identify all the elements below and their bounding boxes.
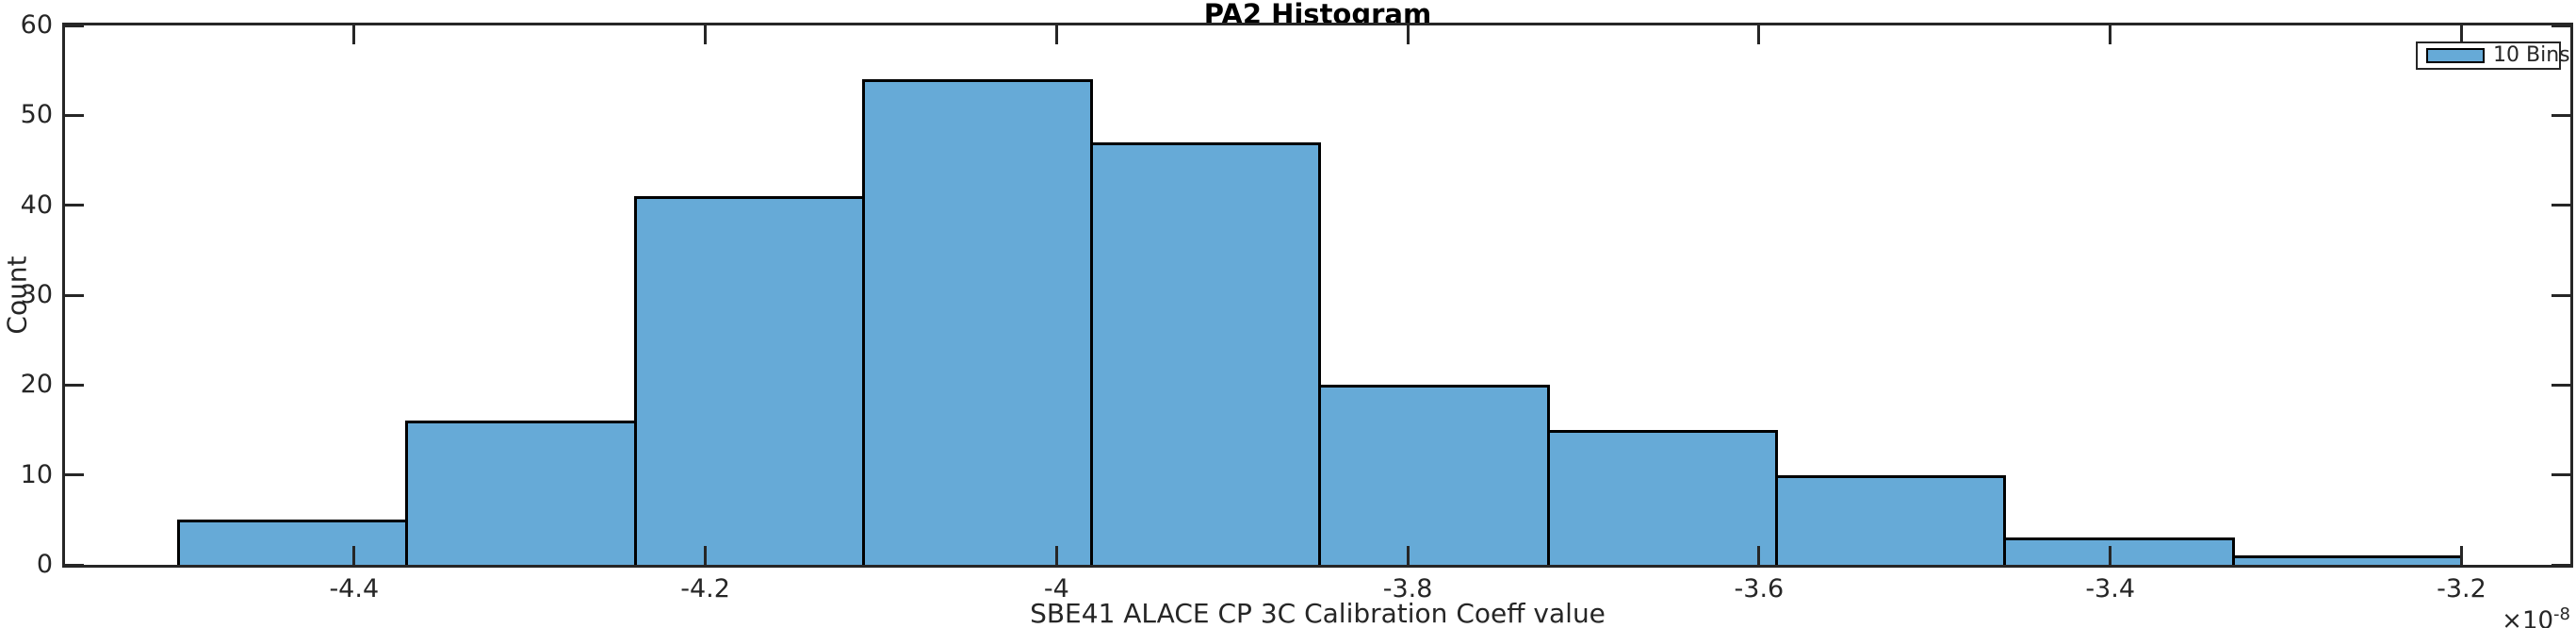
axis-tick <box>1054 25 1058 44</box>
legend-box: 10 Bins <box>2416 41 2570 70</box>
ticks-layer <box>65 24 2570 567</box>
y-tick-label: 0 <box>36 550 53 579</box>
axis-tick <box>2552 113 2570 117</box>
y-tick-label: 50 <box>20 100 53 130</box>
axis-tick <box>2552 563 2570 567</box>
histogram-bar <box>633 196 865 565</box>
legend-swatch-icon <box>2426 48 2485 63</box>
histogram-bar <box>405 421 637 565</box>
x-axis-label: SBE41 ALACE CP 3C Calibration Coeff valu… <box>1030 598 1606 628</box>
histogram-bar <box>2231 555 2463 565</box>
plot-area <box>62 23 2573 568</box>
x-tick-label: -3.4 <box>2085 574 2135 603</box>
axis-tick <box>704 25 708 44</box>
histogram-bar <box>176 520 409 565</box>
y-tick-label: 40 <box>20 190 53 220</box>
axis-tick <box>2552 24 2570 27</box>
histogram-bar <box>861 79 1094 565</box>
axis-tick <box>2552 473 2570 477</box>
axis-tick <box>65 24 84 27</box>
y-tick-label: 60 <box>20 10 53 40</box>
axis-tick <box>1406 546 1410 565</box>
axis-tick <box>65 473 84 477</box>
x-tick-label: -3.6 <box>1734 574 1785 603</box>
axis-tick <box>704 546 708 565</box>
bars-layer <box>65 25 2570 565</box>
axis-tick <box>352 546 356 565</box>
x-tick-label: -4.4 <box>329 574 380 603</box>
axis-tick <box>1054 546 1058 565</box>
y-tick-label: 30 <box>20 280 53 309</box>
histogram-bar <box>1318 385 1550 565</box>
axis-tick <box>2109 25 2112 44</box>
x-tick-label: -3.2 <box>2437 574 2486 603</box>
legend-label: 10 Bins <box>2493 43 2570 67</box>
histogram-bar <box>1775 474 2007 565</box>
axis-tick <box>352 25 356 44</box>
axis-tick <box>2552 204 2570 207</box>
x-tick-label: -4 <box>1043 574 1069 603</box>
axis-tick <box>2459 25 2463 44</box>
x-tick-label: -3.8 <box>1382 574 1433 603</box>
axis-tick <box>65 204 84 207</box>
axis-tick <box>1757 546 1761 565</box>
axis-tick <box>65 383 84 387</box>
histogram-bar <box>1546 430 1779 565</box>
histogram-bar <box>2003 537 2235 565</box>
axis-tick <box>2109 546 2112 565</box>
y-tick-label: 20 <box>20 370 53 400</box>
axis-tick <box>65 113 84 117</box>
axis-tick <box>2552 383 2570 387</box>
axis-tick <box>2552 293 2570 297</box>
histogram-bar <box>1090 141 1322 565</box>
axis-tick <box>1757 25 1761 44</box>
y-tick-label: 10 <box>20 459 53 489</box>
axis-tick <box>65 293 84 297</box>
axis-tick <box>1406 25 1410 44</box>
axis-tick <box>2459 546 2463 565</box>
axis-tick <box>65 563 84 567</box>
x-tick-label: -4.2 <box>680 574 730 603</box>
x-axis-multiplier: ×10-8 <box>2502 604 2570 628</box>
